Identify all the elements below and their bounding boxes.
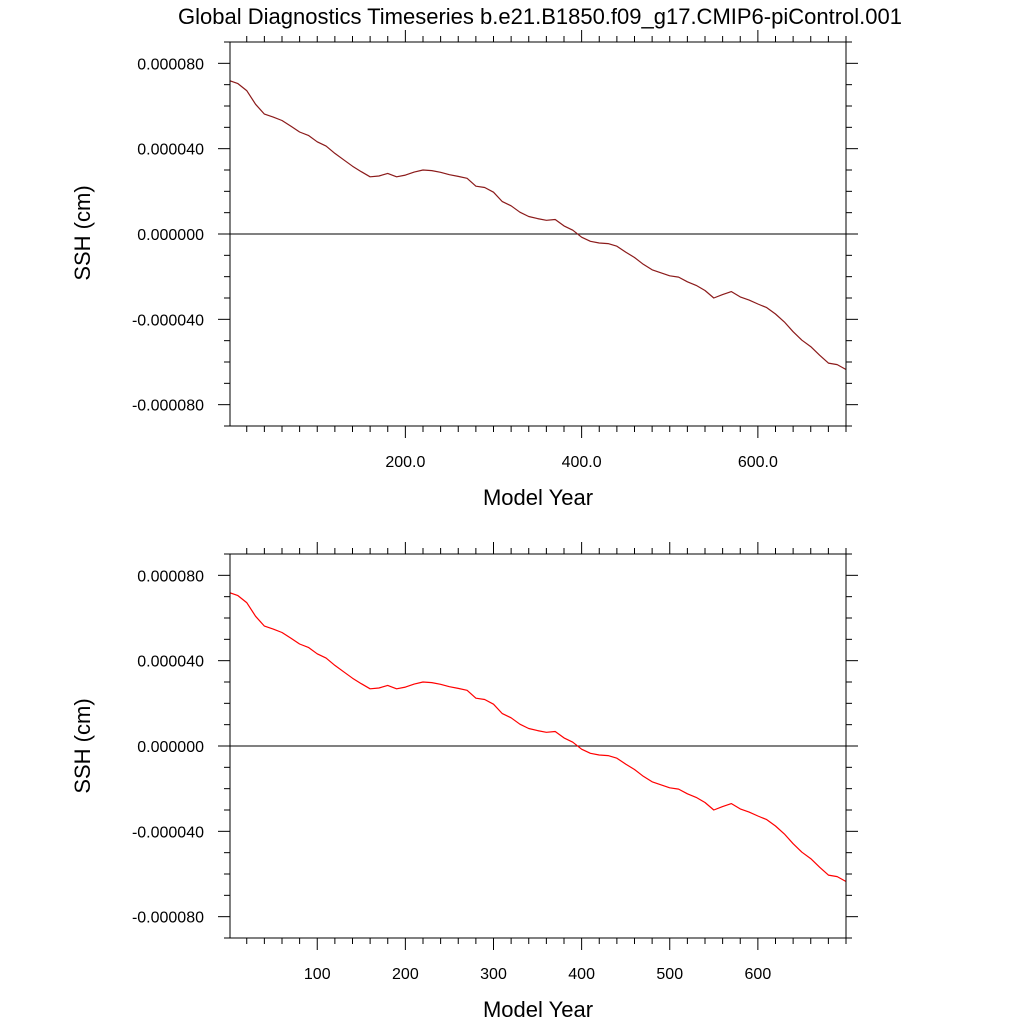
top-x-axis-label: Model Year (483, 485, 593, 510)
top-y-tick-label: 0.000000 (137, 227, 204, 244)
bottom-panel: Model Year SSH (cm) 100 200 300 400 500 600 0.… (70, 542, 858, 1022)
chart-title: Global Diagnostics Timeseries b.e21.B185… (178, 4, 902, 29)
top-y-axis-label: SSH (cm) (70, 185, 95, 280)
bottom-x-tick-label: 300 (480, 966, 507, 983)
top-series-line-0 (229, 80, 847, 371)
bottom-y-tick-label: 0.000080 (137, 568, 204, 585)
top-y-tick-label: -0.000080 (132, 398, 204, 415)
bottom-x-tick-label: 100 (304, 966, 331, 983)
bottom-x-axis-label: Model Year (483, 997, 593, 1022)
top-x-tick-label: 200.0 (385, 454, 425, 471)
bottom-x-tick-label: 600 (745, 966, 772, 983)
bottom-y-tick-label: 0.000040 (137, 654, 204, 671)
bottom-y-tick-label: -0.000040 (132, 824, 204, 841)
bottom-y-tick-label: -0.000080 (132, 910, 204, 927)
top-x-tick-label: 600.0 (738, 454, 778, 471)
bottom-x-tick-label: 500 (656, 966, 683, 983)
top-y-tick-label: 0.000080 (137, 56, 204, 73)
bottom-x-tick-label: 400 (568, 966, 595, 983)
top-y-tick-label: 0.000040 (137, 142, 204, 159)
top-panel: Model Year SSH (cm) 200.0 400.0 600.0 0.000… (70, 30, 858, 510)
bottom-y-tick-label: 0.000000 (137, 739, 204, 756)
bottom-x-tick-label: 200 (392, 966, 419, 983)
top-x-tick-label: 400.0 (562, 454, 602, 471)
bottom-y-axis-label: SSH (cm) (70, 698, 95, 793)
top-y-tick-label: -0.000040 (132, 312, 204, 329)
bottom-series-line-0 (229, 592, 847, 883)
